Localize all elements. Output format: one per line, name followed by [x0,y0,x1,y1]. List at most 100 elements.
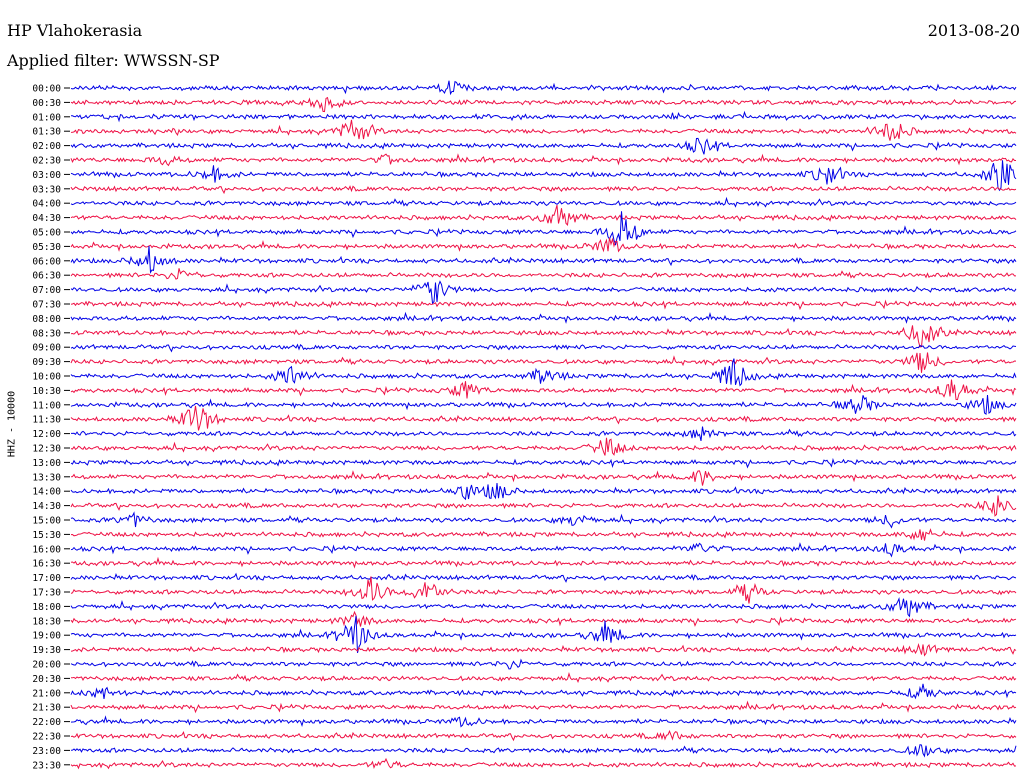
trace-line [70,700,1017,714]
time-tick-label: 08:00 [32,314,61,325]
trace-line [70,615,1017,654]
time-tick-label: 08:30 [32,328,61,339]
time-tick-label: 16:00 [32,544,61,555]
trace-line [70,671,1017,683]
time-tick-label: 22:00 [32,717,61,728]
trace-line [70,757,1017,770]
trace-line [70,643,1017,657]
time-tick-label: 18:30 [32,616,61,627]
trace-line [70,470,1017,486]
time-tick-label: 17:30 [32,588,61,599]
time-tick-label: 16:30 [32,559,61,570]
time-tick-label: 09:30 [32,357,61,368]
trace-line [70,596,1017,618]
time-tick-label: 07:00 [32,285,61,296]
time-tick-label: 03:30 [32,184,61,195]
trace-line [70,185,1017,195]
trace-group [70,80,1017,770]
time-tick-label: 11:00 [32,400,61,411]
time-tick-label: 09:00 [32,343,61,354]
time-tick-label: 04:30 [32,213,61,224]
trace-line [70,160,1017,192]
time-tick-label: 01:30 [32,127,61,138]
time-tick-label: 15:30 [32,530,61,541]
time-tick-label: 13:30 [32,472,61,483]
time-tick-label: 06:00 [32,256,61,267]
trace-line [70,96,1017,113]
trace-line [70,80,1017,96]
time-tick-label: 10:00 [32,372,61,383]
time-tick-label: 14:00 [32,487,61,498]
trace-line [70,511,1017,529]
trace-line [70,715,1017,728]
trace-line [70,556,1017,569]
trace-line [70,528,1017,541]
trace-line [70,576,1017,604]
station-title: HP Vlahokerasia [7,21,143,40]
time-tick-label: 17:00 [32,573,61,584]
trace-line [70,572,1017,583]
time-tick-label: 19:30 [32,645,61,656]
trace-line [70,683,1017,700]
time-tick-label: 01:00 [32,112,61,123]
trace-line [70,204,1017,226]
trace-line [70,280,1017,305]
trace-line [70,358,1017,387]
time-tick-label: 02:30 [32,156,61,167]
time-tick-label: 22:30 [32,732,61,743]
trace-line [70,325,1017,348]
time-tick-label: 11:30 [32,415,61,426]
trace-line [70,268,1016,280]
trace-line [70,137,1017,155]
time-tick-label: 00:30 [32,98,61,109]
trace-line [70,211,1017,246]
time-tick-label: 07:30 [32,300,61,311]
trace-line [70,196,1017,208]
trace-line [70,119,1017,141]
trace-line [70,311,1017,324]
tick-label-group: 00:00 00:30 01:00 01:30 02:00 02:30 03:00 03:30… [32,84,70,771]
time-tick-label: 12:00 [32,429,61,440]
trace-line [70,299,1017,311]
time-tick-label: 10:30 [32,386,61,397]
time-tick-label: 23:30 [32,760,61,771]
trace-line [70,395,1017,416]
trace-line [70,405,1017,431]
filter-label: Applied filter: WWSSN-SP [7,51,220,70]
time-tick-label: 21:30 [32,703,61,714]
time-tick-label: 13:00 [32,458,61,469]
time-tick-label: 02:00 [32,141,61,152]
trace-line [70,542,1017,558]
trace-line [70,457,1017,469]
time-tick-label: 12:30 [32,444,61,455]
time-tick-label: 20:30 [32,674,61,685]
trace-line [70,379,1017,401]
time-tick-label: 05:00 [32,228,61,239]
time-tick-label: 05:30 [32,242,61,253]
time-tick-label: 23:00 [32,746,61,757]
trace-line [71,426,1017,442]
time-tick-label: 20:00 [32,660,61,671]
trace-line [70,237,1017,253]
trace-line [70,658,1017,670]
trace-line [70,610,1017,627]
time-tick-label: 03:00 [32,170,61,181]
trace-line [70,352,1017,373]
trace-line [70,245,1017,274]
time-tick-label: 21:00 [32,688,61,699]
time-tick-label: 18:00 [32,602,61,613]
trace-line [70,437,1017,456]
trace-line [70,495,1017,517]
date-label: 2013-08-20 [927,21,1020,40]
trace-line [70,110,1017,123]
trace-line [70,729,1017,742]
time-tick-label: 19:00 [32,631,61,642]
time-tick-label: 00:00 [32,84,61,95]
time-tick-label: 06:30 [32,271,61,282]
trace-line [70,343,1017,353]
trace-line [70,744,1017,758]
time-tick-label: 14:30 [32,501,61,512]
time-tick-label: 15:00 [32,516,61,527]
time-tick-label: 04:00 [32,199,61,210]
